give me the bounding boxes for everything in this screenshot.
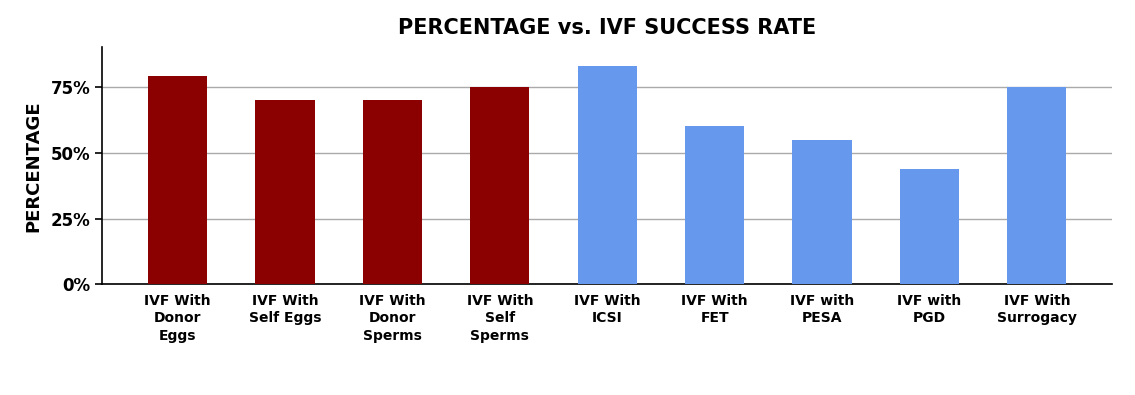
Bar bbox=[470, 87, 529, 284]
Bar bbox=[792, 139, 851, 284]
Bar bbox=[1007, 87, 1067, 284]
Bar bbox=[686, 126, 745, 284]
Bar bbox=[363, 100, 422, 284]
Y-axis label: PERCENTAGE: PERCENTAGE bbox=[24, 100, 42, 232]
Bar bbox=[148, 76, 208, 284]
Bar bbox=[255, 100, 314, 284]
Bar bbox=[900, 169, 959, 284]
Bar bbox=[578, 66, 637, 284]
Title: PERCENTAGE vs. IVF SUCCESS RATE: PERCENTAGE vs. IVF SUCCESS RATE bbox=[398, 17, 816, 38]
